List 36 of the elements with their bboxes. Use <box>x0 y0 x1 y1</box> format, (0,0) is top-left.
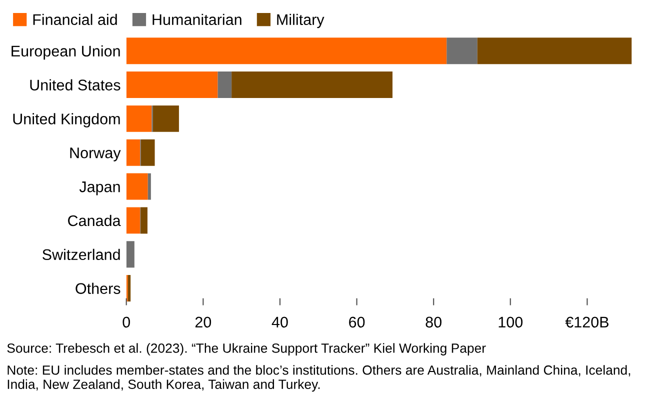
x-tick-label: 20 <box>195 316 212 328</box>
bar <box>126 139 140 166</box>
x-tick-label: 0 <box>122 316 130 328</box>
y-tick-label: Norway <box>70 148 121 162</box>
bar <box>126 105 152 132</box>
bar <box>126 207 140 234</box>
legend-label: Humanitarian <box>152 14 242 26</box>
bar <box>126 241 134 268</box>
y-tick-label: Others <box>76 282 120 294</box>
text: Note: EU includes member-states and the bloc’s institutions. Others are Australia, Mainland China, Iceland, India, New Zealand, South Korea, Taiwan and Turkey. <box>8 365 630 392</box>
y-tick-label: Switzerland <box>42 248 120 260</box>
y-tick-label: Japan <box>79 182 120 196</box>
bar <box>140 139 155 166</box>
x-tick-label: 100 <box>498 316 523 328</box>
legend-label: Military <box>277 14 324 28</box>
bar <box>126 38 447 64</box>
bar <box>152 105 179 132</box>
bar <box>126 173 148 200</box>
y-tick-label: United States <box>30 79 120 90</box>
y-tick-label: European Union <box>12 45 120 60</box>
x-tick-label: 40 <box>272 316 288 328</box>
x-tick-label: €120B <box>565 316 608 328</box>
bar <box>232 72 392 98</box>
y-tick-label: United Kingdom <box>13 113 120 128</box>
y-tick-label: Canada <box>68 214 121 226</box>
bar <box>126 72 218 98</box>
x-tick-label: 60 <box>349 316 365 328</box>
bar <box>128 275 131 302</box>
legend-label: Financial aid <box>33 14 117 26</box>
bar <box>148 173 151 200</box>
x-tick-label: 80 <box>426 316 442 328</box>
source-note: Source: Trebesch et al. (2023). “The Ukraine Support Tracker” Kiel Working Paper <box>7 343 486 356</box>
bar <box>477 38 632 64</box>
bar <box>140 207 148 234</box>
bar <box>446 38 478 64</box>
bar <box>218 72 232 98</box>
